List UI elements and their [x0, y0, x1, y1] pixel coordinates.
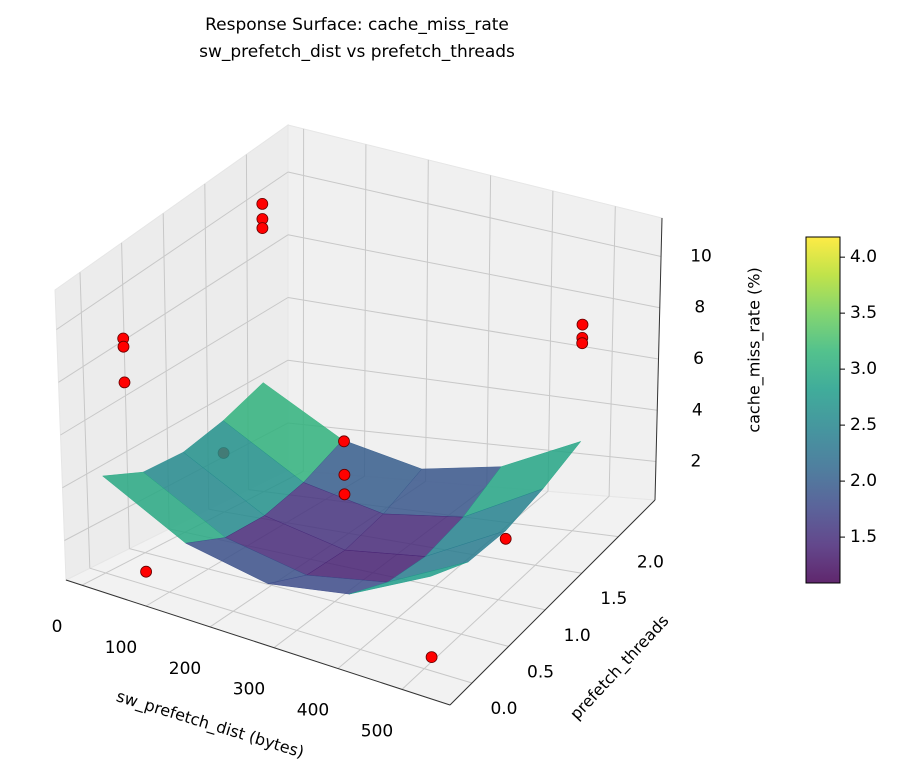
surface-patch [349, 561, 469, 595]
z-axis-label: cache_miss_rate (%) [745, 267, 765, 432]
colorbar [805, 236, 841, 584]
z-grid-line [58, 234, 660, 383]
z-grid-line [62, 359, 658, 489]
z-tick-label: 10 [690, 246, 712, 266]
data-point [576, 337, 589, 350]
y-tick-label: 0.5 [527, 662, 554, 682]
y-tick-label: 1.5 [600, 589, 627, 609]
x-tick-label: 200 [169, 659, 201, 679]
y-tick-label: 1.0 [564, 626, 591, 646]
z-grid-line [60, 297, 659, 436]
x-axis-label: sw_prefetch_dist (bytes) [114, 686, 307, 762]
data-point [499, 532, 512, 545]
z-tick-label: 4 [692, 400, 703, 420]
z-tick-label: 6 [693, 349, 704, 369]
data-point [576, 318, 589, 331]
x-tick-label: 100 [105, 638, 137, 658]
chart-subtitle: sw_prefetch_dist vs prefetch_threads [199, 42, 515, 62]
data-point [338, 468, 351, 481]
data-point [425, 651, 438, 663]
x-tick-label: 500 [361, 721, 393, 741]
colorbar-tick-label: 2.0 [850, 471, 877, 491]
x-tick-label: 0 [52, 617, 63, 637]
data-point [118, 376, 131, 389]
data-point [338, 488, 351, 501]
axis-lines [65, 217, 663, 706]
data-point [140, 565, 153, 578]
colorbar-tick-label: 2.5 [850, 415, 877, 435]
y-tick-label: 0.0 [490, 699, 517, 719]
z-grid-line [56, 171, 662, 330]
data-point [256, 197, 269, 210]
colorbar-tick-label: 4.0 [850, 247, 877, 267]
z-tick-label: 2 [691, 452, 702, 472]
y-tick-label: 2.0 [637, 553, 664, 573]
z-tick-label: 8 [694, 298, 705, 318]
colorbar-tick-label: 3.5 [850, 303, 877, 323]
chart-title: Response Surface: cache_miss_rate [205, 15, 509, 35]
colorbar-tick-label: 1.5 [850, 527, 877, 547]
data-point [338, 435, 350, 448]
data-point [117, 340, 130, 353]
x-tick-label: 400 [297, 701, 329, 721]
colorbar-tick-label: 3.0 [850, 359, 877, 379]
x-tick-label: 300 [233, 680, 265, 700]
data-point [256, 222, 269, 235]
